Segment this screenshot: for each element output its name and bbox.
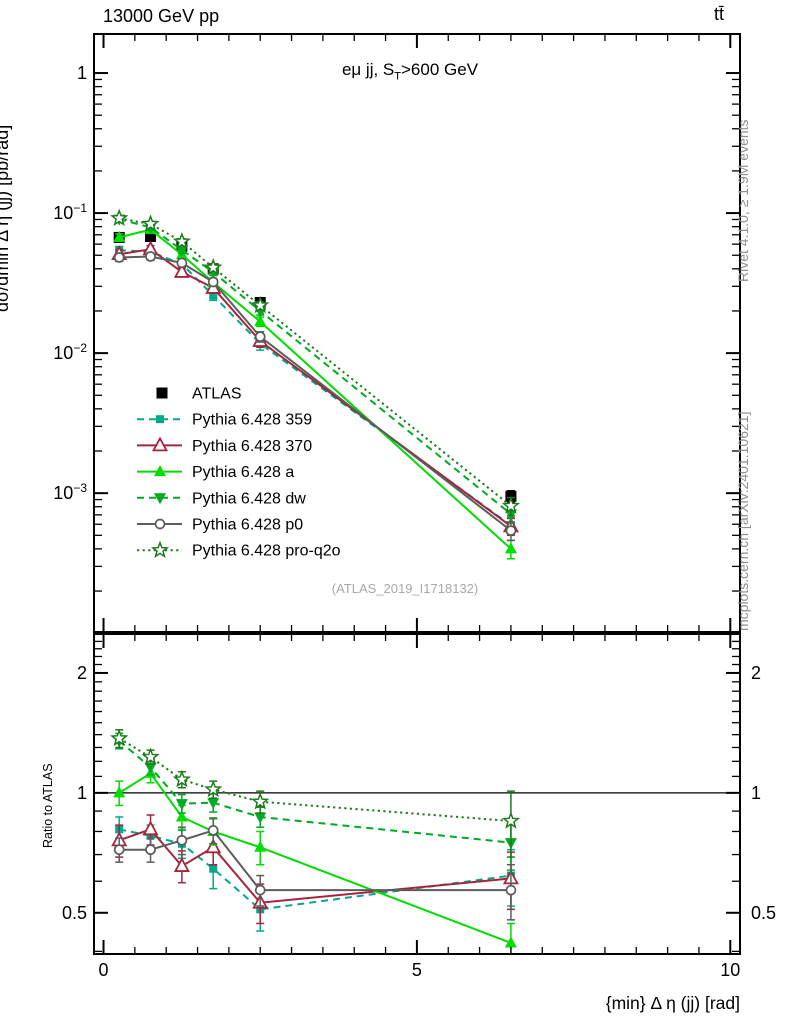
process-label: tt̄ bbox=[714, 4, 725, 24]
selection-title-pre: eμ jj, S bbox=[341, 60, 395, 79]
svg-text:5: 5 bbox=[412, 960, 422, 980]
series-pythia-6428-dw-ratio bbox=[113, 732, 517, 871]
svg-text:10−1: 10−1 bbox=[53, 201, 87, 223]
series-pythia-6428-a-main bbox=[113, 223, 517, 560]
legend-item-pythia-6428-pro-q2o: Pythia 6.428 pro-q2o bbox=[137, 540, 341, 560]
axis-ticks bbox=[94, 34, 740, 954]
analysis-watermark: (ATLAS_2019_I1718132) bbox=[331, 581, 479, 596]
svg-text:10−2: 10−2 bbox=[53, 341, 87, 363]
svg-text:2: 2 bbox=[751, 663, 761, 683]
x-axis-title: {min} Δ η (jj) [rad] bbox=[605, 993, 740, 1013]
ratio-y-axis-title: Ratio to ATLAS bbox=[41, 763, 55, 848]
main-y-axis-title: dσ/dmin Δ η (jj) [pb/rad] bbox=[0, 124, 12, 312]
legend-item-pythia-6428-370: Pythia 6.428 370 bbox=[137, 436, 312, 455]
svg-text:2: 2 bbox=[77, 663, 87, 683]
selection-title-sub: T bbox=[394, 70, 401, 83]
selection-title: eμ jj, ST>600 GeV bbox=[255, 60, 565, 82]
series-pythia-6428-359-main bbox=[115, 245, 515, 535]
axis-tick-labels: 0 5 10 1 10−1 10−2 10−3 2 2 1 1 0.5 0.5 bbox=[53, 63, 776, 980]
series-pythia-6428-pro-q2o-main bbox=[110, 208, 521, 517]
series-pythia-6428-359-ratio bbox=[115, 816, 515, 932]
svg-text:0.5: 0.5 bbox=[751, 903, 776, 923]
svg-text:10−3: 10−3 bbox=[53, 481, 87, 503]
series-pythia-6428-p0-ratio bbox=[113, 817, 517, 921]
legend-label-pythia-6428-a: Pythia 6.428 a bbox=[192, 464, 294, 481]
svg-text:1: 1 bbox=[77, 63, 87, 83]
legend-item-pythia-6428-a: Pythia 6.428 a bbox=[137, 464, 294, 481]
legend-label-pythia-6428-p0: Pythia 6.428 p0 bbox=[192, 517, 303, 534]
legend-label-pythia-6428-pro-q2o: Pythia 6.428 pro-q2o bbox=[192, 543, 341, 560]
beam-energy-label: 13000 GeV pp bbox=[103, 6, 220, 26]
legend-label-pythia-6428-359: Pythia 6.428 359 bbox=[192, 412, 312, 429]
mcplots-note: mcplots.cern.ch [arXiv:2401.10621] bbox=[735, 411, 751, 631]
series-pythia-6428-370-main bbox=[111, 240, 519, 537]
legend-item-pythia-6428-359: Pythia 6.428 359 bbox=[137, 412, 312, 429]
selection-title-post: >600 GeV bbox=[401, 60, 479, 79]
legend-label-pythia-6428-dw: Pythia 6.428 dw bbox=[192, 490, 306, 507]
series-pythia-6428-pro-q2o-ratio bbox=[110, 728, 521, 858]
legend-label-pythia-6428-370: Pythia 6.428 370 bbox=[192, 438, 312, 455]
svg-text:1: 1 bbox=[77, 783, 87, 803]
legend-item-pythia-6428-dw: Pythia 6.428 dw bbox=[137, 490, 306, 507]
main-frame bbox=[93, 33, 741, 633]
series-atlas-main bbox=[113, 231, 517, 504]
legend-item-atlas: ATLAS bbox=[156, 386, 242, 403]
legend-item-pythia-6428-p0: Pythia 6.428 p0 bbox=[137, 517, 303, 534]
rivet-version-note: Rivet 4.1.0, ≥ 1.9M events bbox=[735, 119, 751, 282]
legend-label-atlas: ATLAS bbox=[192, 386, 242, 403]
svg-text:0: 0 bbox=[99, 960, 109, 980]
svg-text:10: 10 bbox=[720, 960, 740, 980]
svg-text:1: 1 bbox=[751, 783, 761, 803]
svg-text:0.5: 0.5 bbox=[62, 903, 87, 923]
legend: ATLAS Pythia 6.428 359 Pythia 6.428 370 Pyt… bbox=[137, 386, 341, 560]
ratio-frame bbox=[93, 633, 741, 955]
series-pythia-6428-p0-main bbox=[113, 251, 517, 542]
